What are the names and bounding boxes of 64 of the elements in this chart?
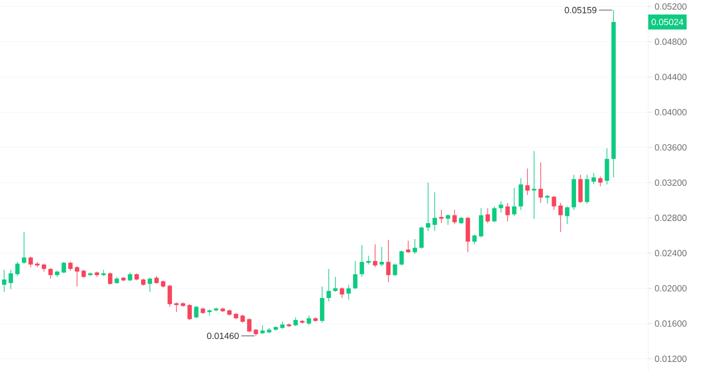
y-tick-label: 0.03600 [654, 144, 687, 150]
candlestick [372, 244, 378, 268]
candlestick [399, 250, 404, 266]
candlestick [498, 200, 504, 213]
candlestick [565, 206, 570, 224]
candlestick [386, 239, 391, 282]
y-tick-label: 0.04000 [654, 108, 687, 116]
candlestick [333, 276, 338, 292]
y-tick-label: 0.01200 [654, 356, 687, 362]
candlestick [28, 256, 33, 268]
candlestick [194, 305, 198, 319]
candlestick [505, 202, 510, 222]
candlestick [62, 261, 66, 274]
candlestick [148, 277, 152, 292]
candlestick [538, 162, 543, 204]
y-tick-label: 0.05200 [654, 3, 687, 10]
candlestick [518, 178, 524, 210]
annotation: 0.05159 [564, 6, 596, 14]
y-tick-label: 0.03200 [654, 179, 687, 186]
candlestick [380, 246, 384, 267]
candlestick [486, 208, 490, 224]
text: 0.05024 [652, 18, 684, 26]
candlestick [446, 214, 450, 226]
candlestick [578, 174, 583, 204]
annotation: 0.01460 [207, 332, 239, 339]
y-tick-label: 0.01600 [654, 320, 687, 327]
candlestick [604, 148, 610, 185]
candlestick [406, 240, 410, 254]
candlestick [452, 210, 457, 224]
candlestick [8, 269, 13, 290]
candlestick [187, 304, 192, 320]
candlestick [598, 176, 603, 186]
candlestick [320, 286, 324, 323]
candlestick [168, 284, 172, 308]
candlestick [419, 226, 424, 249]
candlestick [592, 172, 596, 185]
candlestick [326, 268, 331, 302]
candlestick [466, 216, 470, 252]
candlestick [74, 266, 80, 287]
y-tick-label: 0.02800 [654, 214, 687, 221]
candlestick [15, 261, 20, 276]
candlestick [22, 232, 26, 264]
candlestick [353, 260, 358, 290]
candlestick [584, 174, 590, 204]
candlestick [478, 208, 484, 238]
candlestick [247, 318, 252, 333]
candlestick [360, 244, 364, 278]
y-tick-label: 0.04800 [654, 38, 687, 45]
y-tick-label: 0.04400 [654, 74, 687, 80]
candlestick [412, 238, 418, 254]
candlestick [366, 255, 371, 265]
y-tick-label: 0.02400 [654, 250, 687, 256]
candlestick [426, 182, 430, 232]
y-tick-label: 0.02000 [654, 285, 687, 292]
candlestick [558, 202, 563, 232]
candlestick [392, 263, 398, 276]
candlestick [306, 315, 312, 326]
candlestick [492, 206, 497, 223]
candlestick [108, 272, 112, 286]
candlestick [2, 269, 6, 292]
candlestick [512, 187, 516, 216]
candlestick [346, 284, 351, 300]
candlestick [552, 195, 556, 210]
candlestick [432, 192, 437, 232]
